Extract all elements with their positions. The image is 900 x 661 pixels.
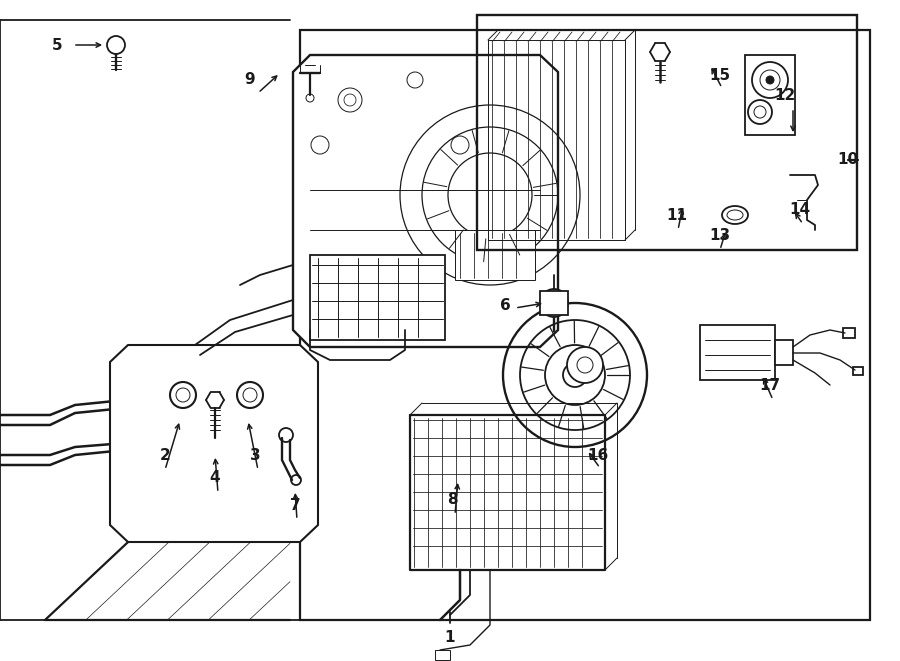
Text: 15: 15 (709, 67, 731, 83)
Text: 12: 12 (774, 87, 796, 102)
Text: 7: 7 (290, 498, 301, 512)
Text: 1: 1 (445, 631, 455, 646)
Text: 8: 8 (446, 492, 457, 508)
Text: 13: 13 (709, 227, 731, 243)
Bar (300, 30, 870, 620)
Bar (853, 367, 863, 375)
Polygon shape (293, 55, 558, 347)
Text: 4: 4 (210, 471, 220, 485)
Circle shape (766, 76, 774, 84)
Text: 9: 9 (245, 73, 256, 87)
Text: 17: 17 (760, 377, 780, 393)
Circle shape (540, 289, 568, 317)
Bar (477, 15, 857, 250)
Bar (843, 328, 855, 338)
Bar (745, 55, 795, 135)
Text: 11: 11 (667, 208, 688, 223)
Text: 5: 5 (51, 38, 62, 52)
Polygon shape (700, 325, 775, 380)
Bar (435, 650, 450, 660)
Bar (775, 340, 793, 365)
Polygon shape (110, 345, 318, 542)
Text: 16: 16 (588, 447, 608, 463)
Text: 2: 2 (159, 447, 170, 463)
Bar (310, 255, 445, 340)
Bar (540, 291, 568, 315)
Text: 10: 10 (837, 153, 859, 167)
Text: 3: 3 (249, 447, 260, 463)
Bar (455, 230, 535, 280)
Text: 14: 14 (789, 202, 811, 217)
Circle shape (567, 347, 603, 383)
Text: 6: 6 (500, 297, 510, 313)
